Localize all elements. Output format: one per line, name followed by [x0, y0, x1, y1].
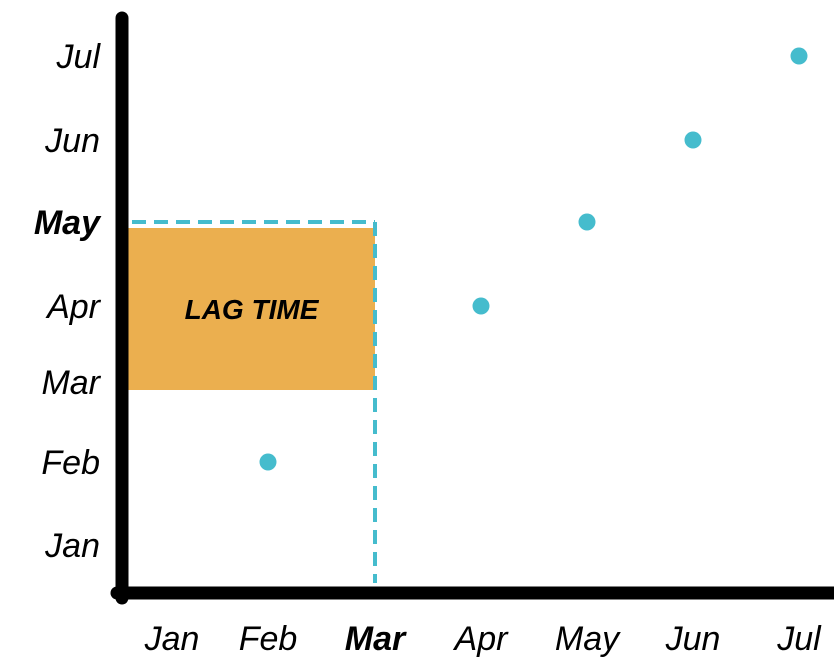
x-tick-label: Feb: [239, 620, 298, 658]
data-point: [259, 453, 277, 471]
y-tick-label: Apr: [45, 288, 102, 326]
data-point: [472, 297, 490, 315]
y-tick-label: Jun: [44, 122, 100, 160]
x-tick-label: May: [555, 620, 621, 658]
lag-time-label: LAG TIME: [185, 294, 320, 325]
data-points: [259, 47, 808, 471]
y-tick-label: Mar: [41, 364, 101, 402]
y-tick-label: May: [34, 204, 102, 242]
guide-lines: [132, 220, 377, 583]
y-tick-label: Feb: [41, 444, 100, 482]
x-tick-label: Jan: [144, 620, 200, 658]
data-point: [578, 213, 596, 231]
y-tick-labels: Jan Feb Mar Apr May Jun Jul: [34, 38, 102, 565]
y-tick-label: Jul: [56, 38, 102, 76]
x-tick-label: Jul: [776, 620, 822, 658]
y-tick-label: Jan: [44, 527, 100, 565]
x-tick-labels: Jan Feb Mar Apr May Jun Jul: [144, 620, 823, 658]
data-point: [790, 47, 808, 65]
x-tick-label: Jun: [665, 620, 721, 658]
axes: [110, 11, 834, 605]
x-tick-label: Apr: [453, 620, 510, 658]
x-tick-label: Mar: [345, 620, 407, 658]
lag-time-region: [128, 228, 375, 390]
data-point: [684, 131, 702, 149]
